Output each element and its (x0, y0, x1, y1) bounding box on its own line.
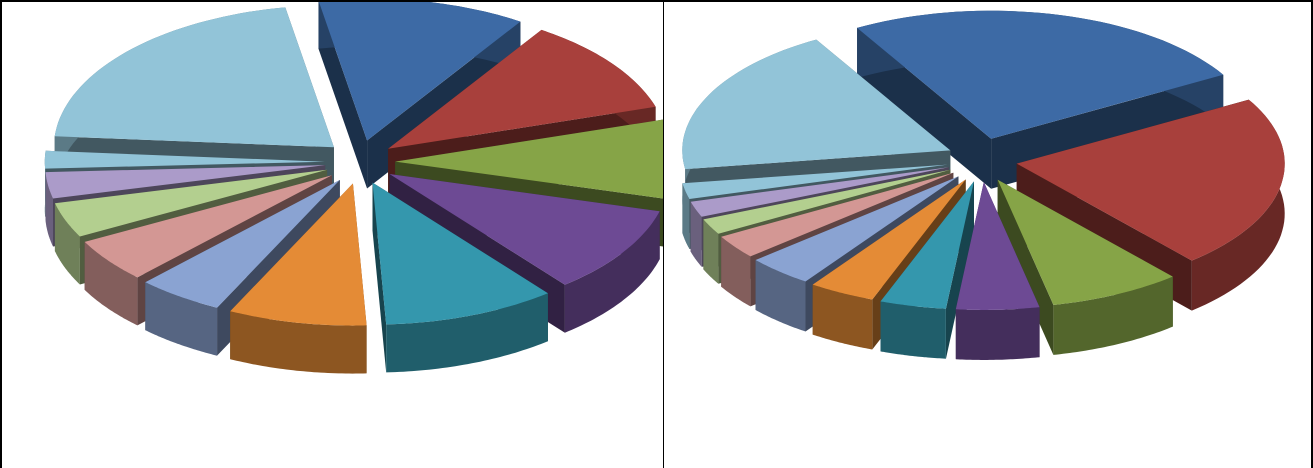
slice-rim (145, 282, 218, 356)
slice-top (318, 2, 521, 141)
slice-rim (84, 241, 138, 326)
slice-top (54, 169, 328, 237)
pie-slice-6 (230, 183, 367, 374)
slice-top (682, 39, 951, 170)
slice-side (54, 169, 328, 252)
slice-top (880, 181, 974, 309)
slice-top (1016, 99, 1285, 261)
slice-rim (721, 236, 751, 307)
slice-top (44, 150, 325, 169)
slice-rim (690, 201, 702, 267)
slice-top (857, 10, 1224, 139)
slice-top (690, 167, 949, 217)
panel-divider (663, 0, 664, 468)
slice-rim (703, 219, 719, 284)
slice-top (45, 165, 326, 199)
pie-slice-7 (145, 180, 340, 356)
slice-top (54, 7, 334, 148)
right-chart-panel (664, 2, 1311, 468)
slice-top (812, 179, 966, 300)
slice-top (389, 174, 660, 285)
pie-slice-4 (955, 181, 1040, 360)
pie-slice-5 (372, 182, 548, 373)
slice-top (682, 164, 948, 199)
slice-rim (880, 301, 946, 359)
slice-rim (1053, 276, 1173, 355)
slice-top (372, 182, 548, 325)
slice-rim (755, 260, 806, 332)
slice-rim (45, 172, 53, 247)
slice-rim (54, 203, 80, 285)
slice-top (230, 183, 367, 326)
slice-top (997, 179, 1173, 305)
slice-rim (386, 293, 548, 373)
slice-top (84, 175, 332, 278)
left-pie-chart (44, 2, 663, 374)
slice-top (395, 119, 663, 199)
slice-side (372, 182, 387, 373)
slice-top (755, 176, 959, 282)
right-pie-chart (682, 10, 1285, 360)
slice-top (145, 180, 340, 308)
slice-rim (682, 183, 690, 249)
pie-slice-5 (880, 181, 974, 359)
slice-top (703, 169, 951, 234)
slice-side (318, 2, 368, 189)
slice-rim (955, 307, 1040, 360)
slice-rim (564, 211, 660, 333)
slice-top (721, 172, 954, 257)
slice-top (955, 181, 1040, 310)
slice-top (388, 29, 656, 149)
slice-rim (812, 284, 873, 350)
slice-rim (230, 311, 367, 374)
left-chart-panel (2, 2, 663, 468)
